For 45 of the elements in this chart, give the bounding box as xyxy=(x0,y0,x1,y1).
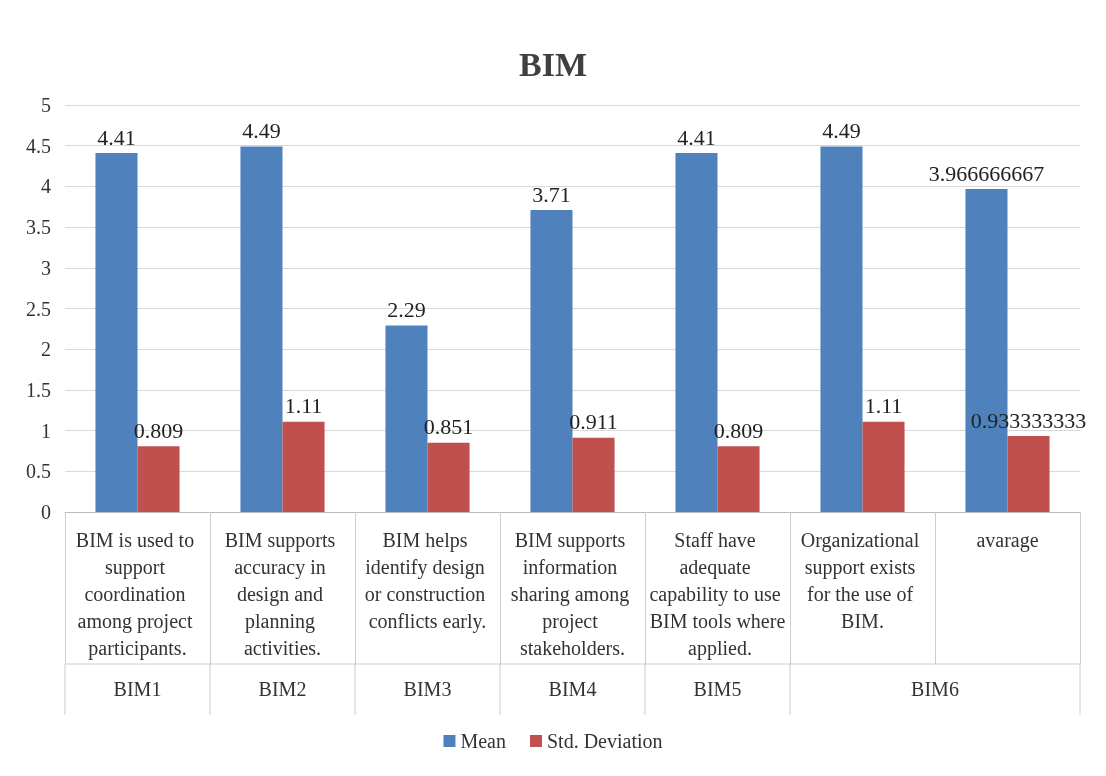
y-tick-label: 1 xyxy=(41,419,51,442)
text: BIM3 xyxy=(403,678,452,700)
bar xyxy=(572,437,615,512)
data-label: 4.41 xyxy=(677,124,716,150)
bar xyxy=(240,146,283,512)
bar xyxy=(427,442,470,512)
y-tick-label: 2.5 xyxy=(26,297,51,320)
bar xyxy=(282,421,325,512)
x-tick-label: BIM is used to support coordination among project participants. xyxy=(75,528,200,660)
x-tick-label: Organizational support exists for the use of BIM. xyxy=(800,528,925,632)
data-label: 2.29 xyxy=(387,297,426,323)
text: BIM4 xyxy=(548,678,597,700)
x-tick-label: BIM supports information sharing among project stakeholders. xyxy=(510,528,635,659)
text: BIM6 xyxy=(911,678,959,700)
text: BIM2 xyxy=(258,678,307,700)
data-label: 3.71 xyxy=(532,181,571,207)
y-tick-label: 5 xyxy=(41,94,51,116)
y-tick-label: 4.5 xyxy=(26,134,51,157)
legend-label: Std. Deviation xyxy=(547,730,663,752)
x-tick-label: BIM helps identify design or construction conflicts early. xyxy=(364,528,491,633)
data-label: 1.11 xyxy=(284,393,323,419)
y-tick-label: 3 xyxy=(41,256,51,279)
y-tick-label: 4 xyxy=(41,175,51,198)
data-label: 1.11 xyxy=(864,393,903,419)
data-label: 4.49 xyxy=(242,118,281,144)
bar xyxy=(820,146,863,512)
data-label: 4.41 xyxy=(97,124,136,150)
chart-title: BIM xyxy=(519,45,587,83)
y-tick-label: 0 xyxy=(41,501,51,523)
data-label: 4.49 xyxy=(822,118,861,144)
y-tick-label: 2 xyxy=(41,338,51,361)
x-tick-label: BIM supports accuracy in design and planning activities. xyxy=(224,528,341,659)
y-tick-label: 1.5 xyxy=(26,378,51,401)
legend-label: Mean xyxy=(460,730,506,752)
bar xyxy=(1007,436,1050,512)
bar xyxy=(862,421,905,512)
bar xyxy=(137,446,180,512)
data-label: 3.966666667 xyxy=(928,160,1045,186)
x-tick-label: Staff have adequate capability to use BIM tools where applied. xyxy=(649,528,786,660)
y-tick-label: 0.5 xyxy=(26,460,51,483)
text: BIM1 xyxy=(113,678,162,700)
text: BIM5 xyxy=(693,678,742,700)
bar xyxy=(717,446,760,512)
x-tick-label: avarage xyxy=(976,528,1039,552)
y-tick-label: 3.5 xyxy=(26,216,51,239)
